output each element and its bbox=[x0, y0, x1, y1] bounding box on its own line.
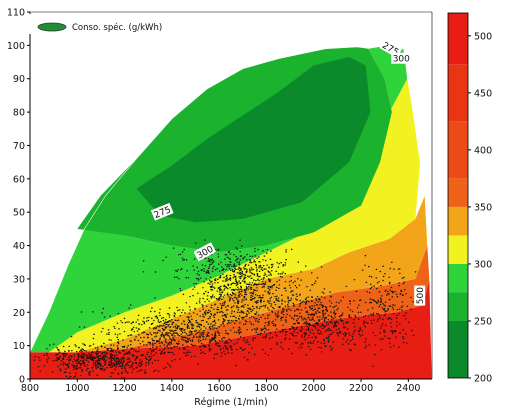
envelope-outline bbox=[29, 45, 433, 380]
contour-label-bg bbox=[193, 242, 217, 262]
colorbar-band-1 bbox=[448, 292, 468, 321]
y-tick-label: 30 bbox=[13, 274, 25, 285]
colorbar-tick-label: 400 bbox=[474, 145, 492, 156]
colorbar-band-3 bbox=[448, 235, 468, 264]
y-tick-label: 50 bbox=[13, 208, 25, 219]
contour-label-4: 500 bbox=[414, 285, 426, 306]
contour-label-text: 500 bbox=[416, 287, 426, 304]
x-tick-label: 1200 bbox=[112, 383, 136, 394]
consumption-zones bbox=[30, 46, 432, 379]
y-tick-label: 100 bbox=[7, 41, 25, 52]
x-axis-label: Régime (1/min) bbox=[194, 397, 267, 408]
x-tick-label: 2400 bbox=[396, 383, 420, 394]
colorbar-tick-label: 250 bbox=[474, 316, 492, 327]
colorbar-band-5 bbox=[448, 178, 468, 207]
zone-200-250 bbox=[136, 57, 371, 223]
x-tick-label: 1800 bbox=[254, 383, 278, 394]
colorbar-band-0 bbox=[448, 320, 468, 378]
colorbar-band-4 bbox=[448, 206, 468, 236]
y-tick-label: 60 bbox=[13, 174, 25, 185]
colorbar-band-6 bbox=[448, 121, 468, 179]
zone-325-350 bbox=[77, 195, 428, 353]
x-tick-label: 2000 bbox=[302, 383, 326, 394]
y-tick-label: 0 bbox=[19, 375, 25, 386]
x-tick-label: 800 bbox=[21, 383, 39, 394]
y-tick-label: 70 bbox=[13, 141, 25, 152]
colorbar-tick-label: 200 bbox=[474, 374, 492, 385]
legend-frame bbox=[28, 14, 428, 34]
contour-label-2: 300 bbox=[391, 52, 412, 65]
colorbar-tick-label: 350 bbox=[474, 202, 492, 213]
contour-label-bg bbox=[150, 202, 174, 221]
y-tick-label: 10 bbox=[13, 341, 25, 352]
colorbar-tick-label: 300 bbox=[474, 259, 492, 270]
colorbar-frame bbox=[447, 12, 469, 379]
legend: Conso. spéc. (g/kWh) bbox=[28, 14, 428, 34]
colorbar-band-2 bbox=[448, 263, 468, 293]
operating-point-cloud bbox=[33, 239, 417, 379]
colorbar-tick-label: 450 bbox=[474, 88, 492, 99]
y-tick-label: 80 bbox=[13, 108, 25, 119]
y-tick-label: 40 bbox=[13, 241, 25, 252]
plot-axes: 0 10 20 30 40 50 60 70 80 90 100 110 800 1000 1200 1400… bbox=[7, 8, 433, 394]
colorbar-band-7 bbox=[448, 64, 468, 122]
zone-275-300 bbox=[30, 46, 408, 353]
y-tick-label: 90 bbox=[13, 74, 25, 85]
x-tick-label: 1400 bbox=[160, 383, 184, 394]
x-tick-label: 2200 bbox=[349, 383, 373, 394]
zone-300-325 bbox=[48, 78, 421, 353]
x-tick-label: 1600 bbox=[207, 383, 231, 394]
y-tick-label: 20 bbox=[13, 308, 25, 319]
legend-label: Conso. spéc. (g/kWh) bbox=[72, 22, 162, 33]
colorbar: 200 250 300 350 400 450 500 bbox=[447, 12, 492, 385]
legend-swatch-icon bbox=[37, 22, 67, 32]
colorbar-band-8 bbox=[448, 13, 468, 65]
x-tick-label: 1000 bbox=[65, 383, 89, 394]
operating-points bbox=[33, 239, 417, 379]
contour-label-bg bbox=[414, 285, 426, 306]
envelope-line bbox=[29, 45, 433, 380]
contour-label-text: 300 bbox=[393, 55, 410, 65]
colorbar-tick-label: 500 bbox=[474, 31, 492, 42]
zone-350-400 bbox=[124, 245, 430, 349]
contour-label-bg bbox=[391, 52, 412, 64]
y-tick-label: 110 bbox=[7, 8, 25, 19]
